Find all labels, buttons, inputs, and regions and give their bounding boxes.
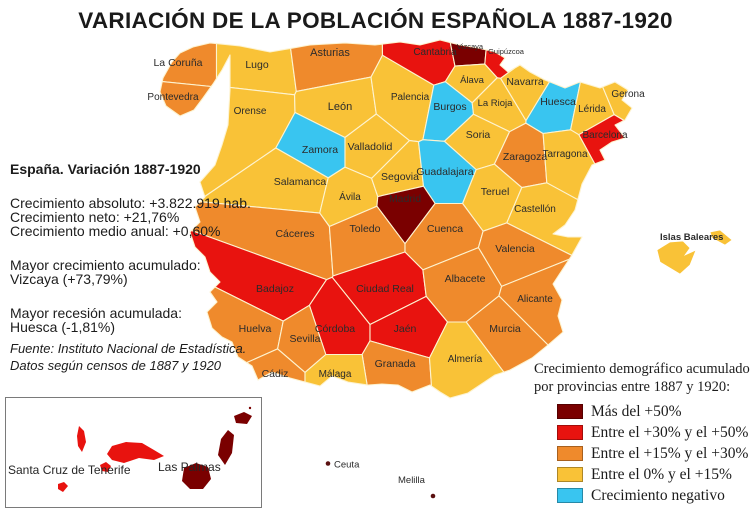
svg-text:Teruel: Teruel <box>481 186 510 198</box>
svg-text:Lérida: Lérida <box>578 104 606 115</box>
svg-text:Valladolid: Valladolid <box>348 141 393 153</box>
svg-text:La Rioja: La Rioja <box>478 98 514 109</box>
svg-text:Alicante: Alicante <box>517 294 553 305</box>
svg-text:León: León <box>328 101 352 113</box>
svg-text:Zaragoza: Zaragoza <box>503 151 548 163</box>
svg-text:Segovia: Segovia <box>381 171 419 183</box>
svg-text:Almería: Almería <box>448 354 483 365</box>
svg-text:Madrid: Madrid <box>389 193 421 205</box>
svg-text:Cuenca: Cuenca <box>427 223 463 235</box>
svg-text:Castellón: Castellón <box>514 204 556 215</box>
svg-text:Granada: Granada <box>375 358 416 370</box>
svg-text:Guadalajara: Guadalajara <box>416 166 473 178</box>
svg-text:La Coruña: La Coruña <box>153 57 202 69</box>
svg-text:Zamora: Zamora <box>302 144 338 156</box>
svg-text:Orense: Orense <box>234 106 267 117</box>
svg-text:Ávila: Ávila <box>339 190 361 203</box>
svg-text:Melilla: Melilla <box>398 475 426 486</box>
svg-text:Islas Baleares: Islas Baleares <box>660 232 723 243</box>
svg-text:Tarragona: Tarragona <box>542 149 587 160</box>
svg-text:Santa Cruz de Tenerife: Santa Cruz de Tenerife <box>8 463 131 477</box>
svg-text:Asturias: Asturias <box>310 47 350 59</box>
svg-text:Soria: Soria <box>466 129 491 141</box>
svg-text:Pontevedra: Pontevedra <box>147 92 199 103</box>
svg-text:Vizcaya: Vizcaya <box>457 42 484 51</box>
svg-text:Toledo: Toledo <box>350 223 381 235</box>
svg-text:Valencia: Valencia <box>495 243 535 255</box>
svg-text:Gerona: Gerona <box>611 89 645 100</box>
svg-text:Las Palmas: Las Palmas <box>158 460 221 474</box>
svg-text:Palencia: Palencia <box>391 92 430 103</box>
svg-text:Albacete: Albacete <box>445 273 486 285</box>
svg-text:Burgos: Burgos <box>433 101 466 113</box>
svg-text:Cantabria: Cantabria <box>413 47 457 58</box>
svg-text:Ciudad Real: Ciudad Real <box>356 283 414 295</box>
svg-text:Lugo: Lugo <box>245 59 269 71</box>
svg-text:Murcia: Murcia <box>489 323 521 335</box>
svg-text:Álava: Álava <box>460 75 484 86</box>
svg-text:Ceuta: Ceuta <box>334 460 360 471</box>
svg-text:Barcelona: Barcelona <box>582 130 627 141</box>
svg-text:Guipúzcoa: Guipúzcoa <box>488 47 525 56</box>
svg-text:Huesca: Huesca <box>540 96 576 108</box>
svg-text:Jaén: Jaén <box>394 323 417 335</box>
svg-text:Navarra: Navarra <box>506 76 544 88</box>
